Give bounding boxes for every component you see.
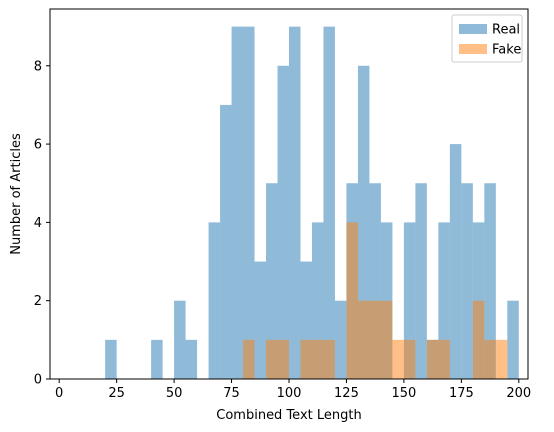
bar-real-135 — [369, 183, 381, 379]
bar-real-165 — [438, 222, 450, 379]
bar-real-75 — [231, 26, 244, 379]
legend-label-fake: Fake — [492, 43, 521, 58]
y-tick-label: 6 — [34, 138, 42, 153]
x-tick-label: 200 — [506, 386, 531, 401]
x-tick-label: 0 — [55, 386, 63, 401]
x-tick-label: 25 — [108, 386, 125, 401]
bar-real-120 — [334, 300, 347, 379]
y-tick-label: 8 — [34, 59, 42, 74]
bar-fake-125 — [346, 222, 358, 379]
bar-real-195 — [507, 300, 519, 379]
bar-real-170 — [449, 144, 462, 379]
bar-real-105 — [300, 261, 312, 379]
legend-swatch-real — [459, 24, 487, 34]
bar-real-130 — [357, 65, 370, 379]
bar-real-85 — [254, 261, 267, 379]
bar-fake-140 — [380, 300, 393, 379]
bar-real-20 — [105, 339, 117, 379]
y-tick-label: 2 — [34, 294, 42, 309]
bar-real-155 — [415, 183, 427, 379]
x-tick-label: 75 — [223, 386, 240, 401]
y-tick-label: 0 — [34, 373, 42, 388]
bar-real-40 — [151, 339, 163, 379]
bar-fake-135 — [369, 300, 381, 379]
bars-group — [105, 26, 519, 379]
bar-fake-150 — [403, 339, 416, 379]
legend-swatch-fake — [459, 44, 487, 54]
bar-real-65 — [208, 222, 221, 379]
bar-fake-80 — [243, 339, 255, 379]
bar-real-175 — [461, 183, 473, 379]
legend-label-real: Real — [492, 23, 520, 38]
bar-fake-190 — [495, 339, 508, 379]
bar-real-110 — [311, 222, 324, 379]
y-tick-label: 4 — [34, 216, 42, 231]
x-tick-label: 175 — [449, 386, 474, 401]
bar-real-80 — [243, 26, 255, 379]
x-axis: 0 25 50 75 100 125 150 175 200 — [55, 379, 531, 401]
bar-real-100 — [289, 26, 301, 379]
plot-area — [49, 8, 529, 380]
bar-real-55 — [185, 339, 198, 379]
y-axis: 0 2 4 6 8 — [34, 59, 50, 388]
bar-real-150 — [403, 222, 416, 379]
bar-fake-145 — [392, 339, 404, 379]
legend: Real Fake — [451, 14, 523, 63]
bar-real-90 — [266, 183, 278, 379]
bar-real-115 — [323, 26, 335, 379]
bar-fake-130 — [357, 300, 370, 379]
bar-fake-115 — [323, 339, 335, 379]
y-axis-label: Number of Articles — [9, 133, 24, 255]
bar-fake-110 — [311, 339, 324, 379]
bar-fake-90 — [266, 339, 278, 379]
bar-fake-180 — [472, 300, 485, 379]
bar-real-70 — [220, 104, 232, 379]
bar-fake-95 — [277, 339, 289, 379]
x-axis-label: Combined Text Length — [216, 408, 361, 423]
bar-real-185 — [484, 183, 496, 379]
bar-real-50 — [174, 300, 186, 379]
bar-real-95 — [277, 65, 289, 379]
x-tick-label: 50 — [166, 386, 183, 401]
bar-fake-165 — [438, 339, 450, 379]
x-tick-label: 150 — [391, 386, 416, 401]
bar-fake-185 — [484, 339, 496, 379]
bar-fake-105 — [300, 339, 312, 379]
x-tick-label: 125 — [334, 386, 359, 401]
x-tick-label: 100 — [277, 386, 302, 401]
bar-fake-160 — [426, 339, 439, 379]
